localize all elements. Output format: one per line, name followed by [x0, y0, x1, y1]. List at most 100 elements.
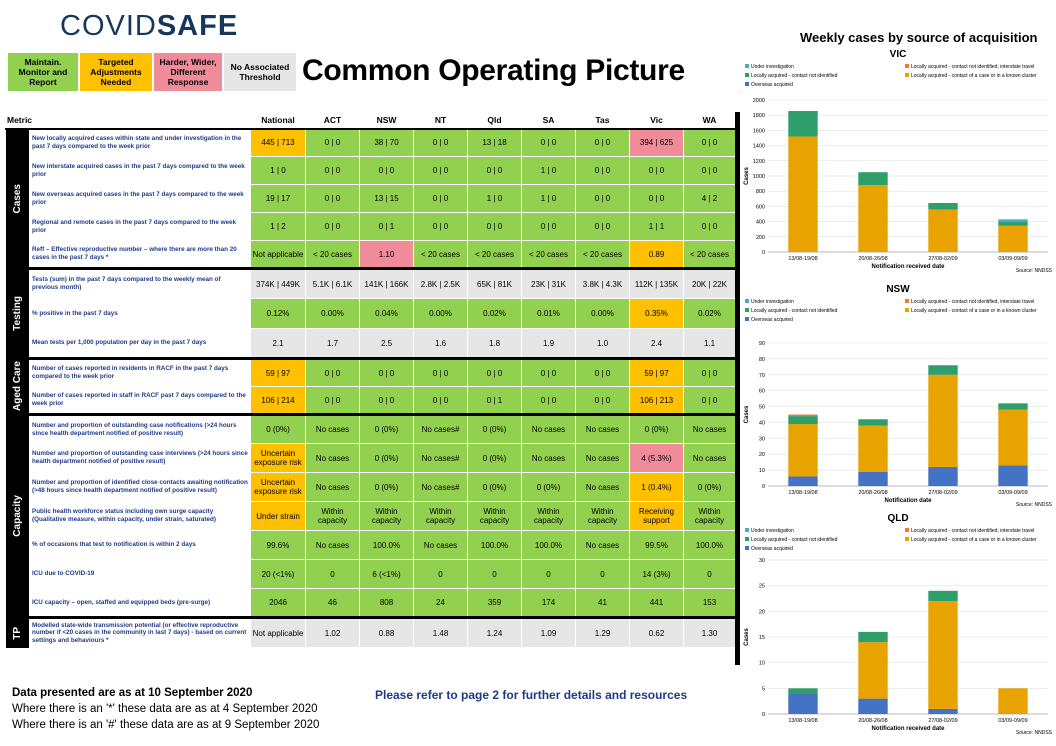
x-tick-label: 13/08-19/08 — [788, 256, 817, 262]
legend-targeted: Targeted Adjustments Needed — [80, 53, 152, 91]
cell-nsw: 0 | 0 — [359, 386, 414, 415]
bar-contact-not-identified — [788, 688, 818, 694]
cell-sa: 1.9 — [521, 328, 576, 359]
bar-contact-not-identified — [928, 590, 958, 602]
y-axis-label: Cases — [744, 167, 750, 185]
bar-known-cluster — [928, 209, 958, 252]
cell-qld: 0 (0%) — [467, 413, 522, 444]
cell-wa: Within capacity — [683, 501, 736, 531]
cell-vic: 0.35% — [629, 298, 684, 329]
cell-sa: 1.09 — [521, 616, 576, 648]
cell-tas: 0 | 0 — [575, 128, 630, 157]
legend-swatch — [905, 537, 909, 541]
y-tick-label: 2000 — [753, 98, 765, 104]
cell-tas: No cases — [575, 443, 630, 473]
cell-act: 0 | 0 — [305, 212, 360, 241]
cell-tas: 3.8K | 4.3K — [575, 267, 630, 299]
legend-swatch — [905, 64, 909, 68]
bar-contact-not-identified — [788, 111, 818, 137]
metric-label: New overseas acquired cases in the past … — [29, 184, 251, 213]
legend-entry: Locally acquired - contact not identifie… — [751, 73, 838, 79]
table-row: New overseas acquired cases in the past … — [6, 184, 736, 213]
column-header-national: National — [250, 112, 306, 130]
cell-sa: 174 — [521, 588, 576, 618]
legend-swatch — [745, 299, 749, 303]
cell-nt: 1.48 — [413, 616, 468, 648]
cell-qld: 359 — [467, 588, 522, 618]
cell-wa: < 20 cases — [683, 240, 736, 269]
cell-nsw: 0 | 0 — [359, 156, 414, 185]
column-header-sa: SA — [521, 112, 576, 130]
legend-swatch — [905, 73, 909, 77]
cell-nt: 0 | 0 — [413, 357, 468, 387]
column-header-tas: Tas — [575, 112, 630, 130]
cell-nt: 24 — [413, 588, 468, 618]
x-tick-label: 27/08-02/09 — [928, 490, 957, 496]
cell-nsw: 0 | 1 — [359, 212, 414, 241]
cell-sa: 0 | 0 — [521, 212, 576, 241]
cell-qld: 0 | 0 — [467, 357, 522, 387]
table-row: Cases New locally acquired cases within s… — [5, 128, 736, 269]
bar-known-cluster — [858, 642, 888, 699]
cell-sa: 1 | 0 — [521, 156, 576, 185]
metric-label: % of occasions that test to notification… — [29, 530, 251, 560]
cell-sa: 0 | 0 — [521, 357, 576, 387]
cell-act: 0 | 0 — [305, 184, 360, 213]
cell-vic: Receiving support — [629, 501, 684, 531]
cell-vic: 1 | 1 — [629, 212, 684, 241]
cell-national: 0.12% — [250, 298, 306, 329]
bar-contact-not-identified — [928, 365, 958, 375]
cell-vic: 0 (0%) — [629, 413, 684, 444]
cell-national: Not applicable — [250, 240, 306, 269]
cell-nt: 0 | 0 — [413, 386, 468, 415]
table-row: Testing Tests (sum) in the past 7 days co… — [5, 267, 736, 359]
cell-act: 1.02 — [305, 616, 360, 648]
cell-vic: 0 | 0 — [629, 184, 684, 213]
legend-entry: Under investigation — [751, 528, 794, 534]
y-axis-label: Cases — [744, 405, 750, 423]
metric-label: Reff – Effective reproductive number – w… — [29, 240, 251, 269]
cell-qld: 0 | 0 — [467, 212, 522, 241]
column-header-nsw: NSW — [359, 112, 414, 130]
cell-national: Under strain — [250, 501, 306, 531]
cell-sa: < 20 cases — [521, 240, 576, 269]
metric-label: % positive in the past 7 days — [29, 298, 251, 329]
legend-entry: Locally acquired - contact of a case or … — [911, 308, 1037, 314]
cell-vic: 0.89 — [629, 240, 684, 269]
metric-label: Number and proportion of identified clos… — [29, 472, 251, 502]
metric-label: Public health workforce status including… — [29, 501, 251, 531]
cell-vic: 441 — [629, 588, 684, 618]
legend-swatch — [745, 82, 749, 86]
cell-national: 2046 — [250, 588, 306, 618]
charts-title: Weekly cases by source of acquisition — [800, 30, 1038, 45]
legend-entry: Under investigation — [751, 64, 794, 70]
cell-wa: 20K | 22K — [683, 267, 736, 299]
cell-sa: 0 | 0 — [521, 128, 576, 157]
source-note: Source: NNDSS — [1016, 502, 1053, 508]
category-tp: TP — [5, 616, 30, 648]
cell-wa: 0.02% — [683, 298, 736, 329]
cell-national: 445 | 713 — [250, 128, 306, 157]
y-tick-label: 30 — [759, 436, 765, 442]
y-tick-label: 1600 — [753, 128, 765, 134]
cell-nt: 0 | 0 — [413, 156, 468, 185]
cell-qld: 1 | 0 — [467, 184, 522, 213]
column-header-wa: WA — [683, 112, 736, 130]
cell-sa: 0 | 0 — [521, 386, 576, 415]
y-tick-label: 10 — [759, 661, 765, 667]
bar-overseas — [998, 465, 1028, 486]
y-tick-label: 600 — [756, 204, 765, 210]
legend-entry: Locally acquired - contact not identifie… — [911, 528, 1034, 534]
cell-nsw: 13 | 15 — [359, 184, 414, 213]
y-tick-label: 5 — [762, 686, 765, 692]
cell-sa: 0 (0%) — [521, 472, 576, 502]
metric-label: Tests (sum) in the past 7 days compared … — [29, 267, 251, 299]
cell-sa: No cases — [521, 413, 576, 444]
cell-vic: 4 (5.3%) — [629, 443, 684, 473]
table-right-border — [735, 112, 740, 665]
y-tick-label: 20 — [759, 452, 765, 458]
metric-label: Number of cases reported in residents in… — [29, 357, 251, 387]
table-row: ICU due to COVID-19 20 (<1%) 0 6 (<1%) 0 0 0 0 1… — [6, 559, 736, 589]
cell-nsw: Within capacity — [359, 501, 414, 531]
cell-sa: Within capacity — [521, 501, 576, 531]
